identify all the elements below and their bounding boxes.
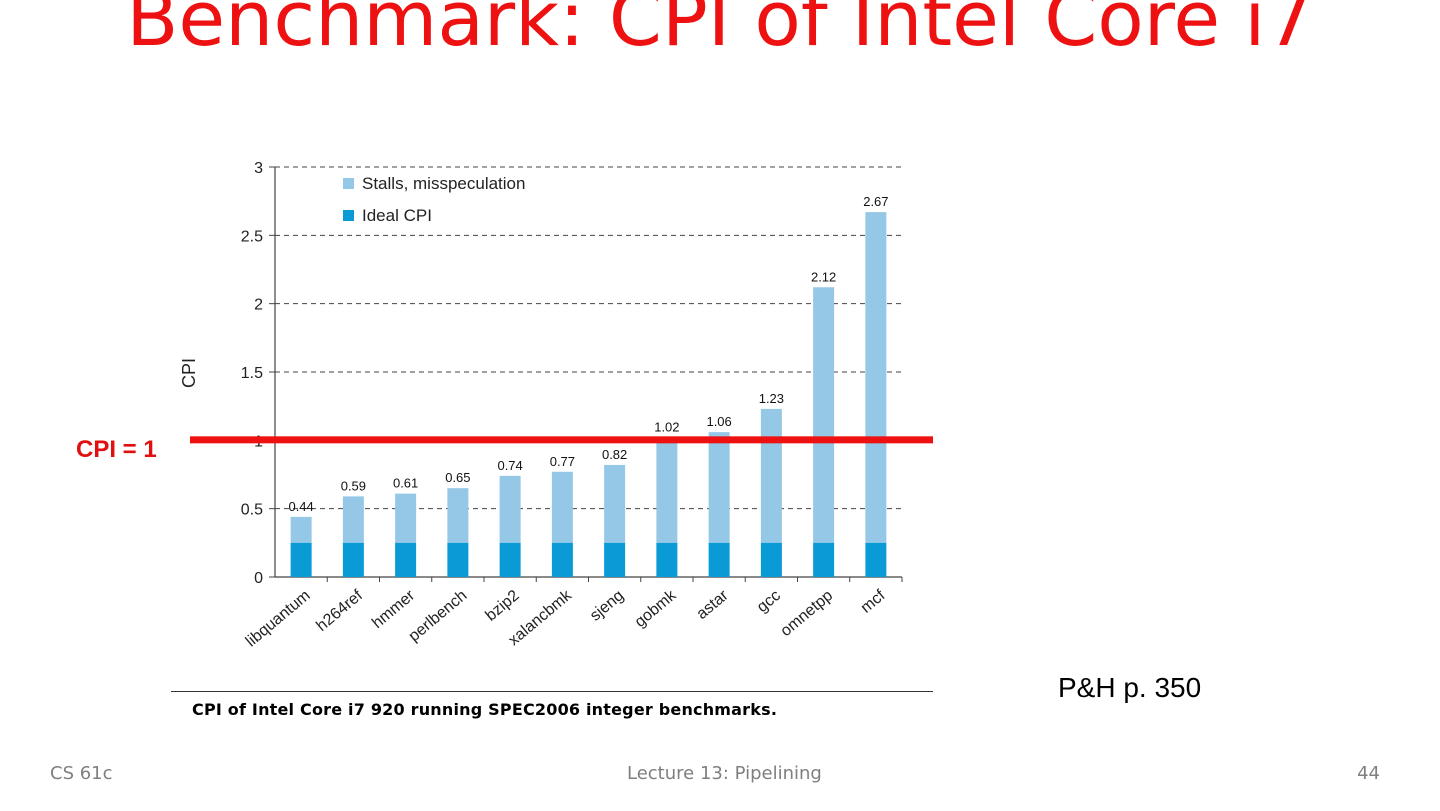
y-tick-label: 0.5	[241, 502, 263, 519]
bar-stalls-xalancbmk	[551, 471, 573, 543]
x-tick-label-hmmer: hmmer	[369, 587, 419, 632]
bar-stalls-sjeng	[604, 464, 626, 543]
y-tick-label: 3	[254, 160, 263, 177]
data-label-libquantum: 0.44	[288, 499, 313, 514]
x-tick-label-gcc: gcc	[754, 587, 784, 616]
data-label-gcc: 1.23	[759, 391, 784, 406]
bar-ideal-h264ref	[342, 542, 364, 577]
y-tick-label: 0	[254, 570, 263, 587]
bar-ideal-xalancbmk	[551, 542, 573, 577]
bar-stalls-gcc	[760, 408, 782, 543]
x-tick-label-mcf: mcf	[858, 587, 889, 617]
footer-page-number: 44	[1357, 763, 1380, 784]
bar-ideal-gobmk	[656, 542, 678, 577]
data-label-omnetpp: 2.12	[811, 269, 836, 284]
bar-ideal-astar	[708, 542, 730, 577]
bar-stalls-h264ref	[342, 496, 364, 543]
data-label-bzip2: 0.74	[497, 458, 522, 473]
bar-ideal-omnetpp	[813, 542, 835, 577]
cpi-reference-line	[190, 436, 933, 444]
y-tick-label: 2	[254, 297, 263, 314]
data-label-mcf: 2.67	[863, 194, 888, 209]
data-label-astar: 1.06	[706, 414, 731, 429]
bar-stalls-mcf	[865, 212, 887, 543]
y-tick-label: 1.5	[241, 365, 263, 382]
bar-ideal-gcc	[760, 542, 782, 577]
data-label-gobmk: 1.02	[654, 420, 679, 435]
x-tick-label-perlbench: perlbench	[406, 587, 471, 645]
bar-ideal-perlbench	[447, 542, 469, 577]
x-tick-label-libquantum: libquantum	[243, 587, 314, 650]
bar-stalls-omnetpp	[813, 287, 835, 543]
bar-stalls-astar	[708, 432, 730, 543]
bar-ideal-mcf	[865, 542, 887, 577]
bar-ideal-hmmer	[395, 542, 417, 577]
bar-stalls-perlbench	[447, 488, 469, 543]
caption-divider	[171, 691, 933, 692]
bar-stalls-gobmk	[656, 437, 678, 543]
data-label-h264ref: 0.59	[341, 478, 366, 493]
bar-ideal-libquantum	[290, 542, 312, 577]
x-tick-label-gobmk: gobmk	[632, 586, 680, 631]
bar-stalls-libquantum	[290, 516, 312, 543]
legend-label: Ideal CPI	[362, 206, 432, 225]
slide-title: Benchmark: CPI of Intel Core i7	[126, 0, 1314, 63]
x-tick-label-astar: astar	[694, 587, 733, 623]
x-tick-label-bzip2: bzip2	[482, 587, 522, 625]
bar-stalls-hmmer	[395, 493, 417, 543]
reference-text: P&H p. 350	[1058, 672, 1202, 703]
chart-caption: CPI of Intel Core i7 920 running SPEC200…	[192, 700, 778, 719]
footer-lecture: Lecture 13: Pipelining	[627, 763, 822, 784]
y-tick-label: 2.5	[241, 228, 263, 245]
bar-ideal-bzip2	[499, 542, 521, 577]
x-tick-label-sjeng: sjeng	[587, 587, 627, 625]
data-label-sjeng: 0.82	[602, 447, 627, 462]
bar-stalls-bzip2	[499, 475, 521, 543]
legend-swatch	[343, 178, 354, 189]
cpi-line-label: CPI = 1	[76, 436, 157, 463]
data-label-xalancbmk: 0.77	[550, 454, 575, 469]
bar-ideal-sjeng	[604, 542, 626, 577]
y-axis-label: CPI	[179, 358, 199, 388]
x-tick-label-h264ref: h264ref	[313, 587, 366, 635]
x-tick-label-omnetpp: omnetpp	[778, 587, 837, 640]
data-label-hmmer: 0.61	[393, 476, 418, 491]
legend-label: Stalls, misspeculation	[362, 174, 525, 193]
data-label-perlbench: 0.65	[445, 470, 470, 485]
footer-course: CS 61c	[50, 763, 113, 784]
legend-swatch	[343, 210, 354, 221]
